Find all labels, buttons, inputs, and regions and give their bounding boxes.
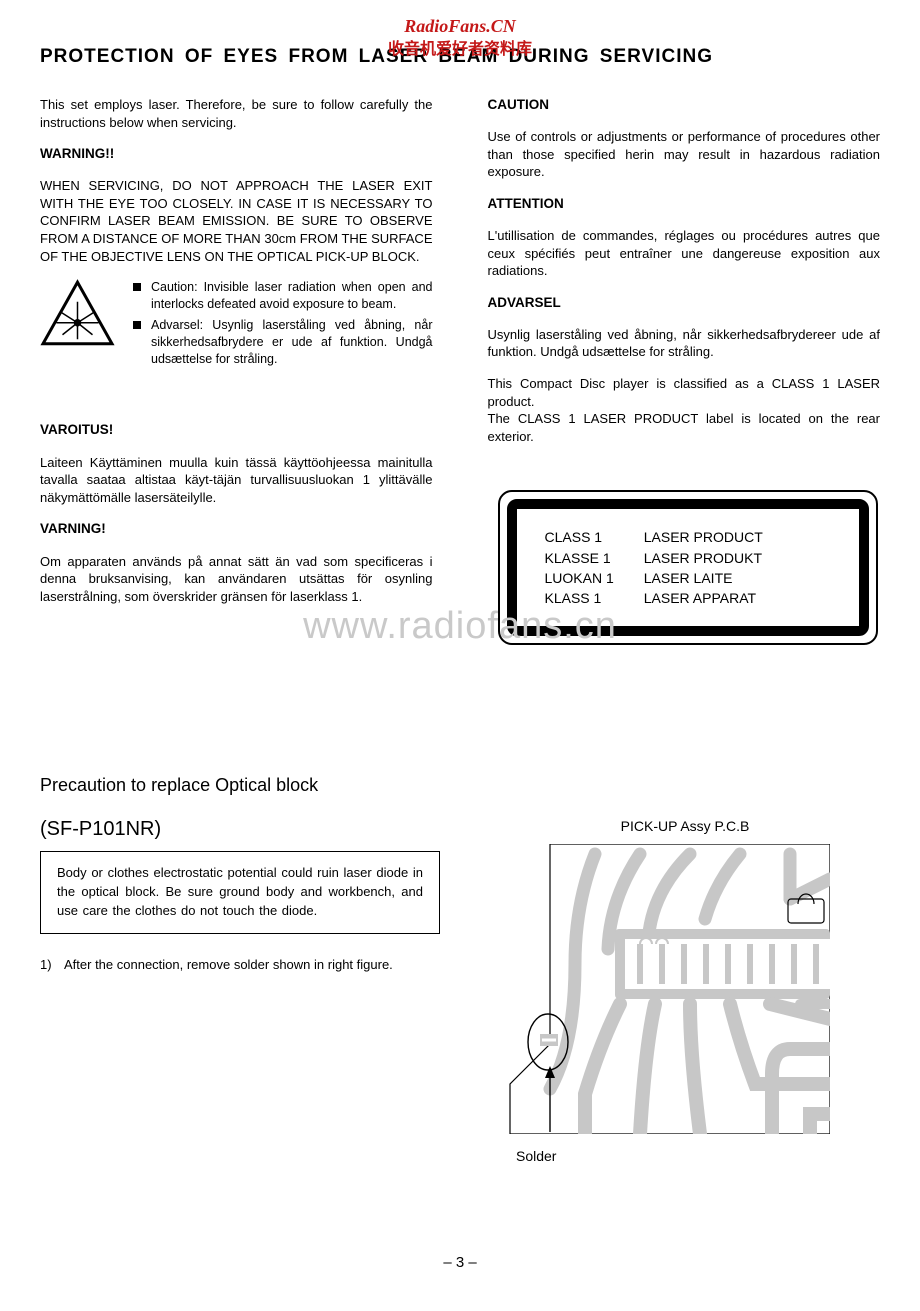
lower-left: (SF-P101NR) Body or clothes electrostati…: [40, 818, 440, 974]
caution-header: CAUTION: [488, 96, 881, 114]
caution-item-2: Advarsel: Usynlig laserståling ved åbnin…: [151, 317, 433, 368]
laser-class-label: CLASS 1 KLASSE 1 LUOKAN 1 KLASS 1 LASER …: [498, 490, 878, 645]
caution-item-1: Caution: Invisible laser radiation when …: [151, 279, 433, 313]
advarsel-body: Usynlig laserståling ved åbning, når sik…: [488, 326, 881, 361]
caution-body: Use of controls or adjustments or perfor…: [488, 128, 881, 181]
label-col-a: CLASS 1 KLASSE 1 LUOKAN 1 KLASS 1: [545, 527, 614, 608]
varoitus-body: Laiteen Käyttäminen muulla kuin tässä kä…: [40, 454, 433, 507]
precaution-box: Body or clothes electrostatic potential …: [40, 851, 440, 934]
intro-text: This set employs laser. Therefore, be su…: [40, 96, 433, 131]
warning-body: WHEN SERVICING, DO NOT APPROACH THE LASE…: [40, 177, 433, 265]
bullet-icon: [133, 283, 141, 291]
page-title: PROTECTION OF EYES FROM LASER BEAM DURIN…: [40, 46, 880, 68]
varoitus-header: VAROITUS!: [40, 421, 433, 439]
left-column: This set employs laser. Therefore, be su…: [40, 96, 433, 645]
right-column: CAUTION Use of controls or adjustments o…: [488, 96, 881, 645]
warning-header: WARNING!!: [40, 145, 433, 163]
solder-label: Solder: [516, 1148, 880, 1164]
bullet-icon: [133, 321, 141, 329]
varning-header: VARNING!: [40, 520, 433, 538]
label-col-b: LASER PRODUCT LASER PRODUKT LASER LAITE …: [644, 527, 763, 608]
class-info-text: This Compact Disc player is classified a…: [488, 375, 881, 445]
step-text: After the connection, remove solder show…: [64, 956, 393, 974]
advarsel-header: ADVARSEL: [488, 294, 881, 312]
laser-warning-icon: [40, 279, 115, 347]
lower-right: PICK-UP Assy P.C.B: [490, 818, 880, 1164]
attention-header: ATTENTION: [488, 195, 881, 213]
pcb-diagram: [490, 844, 880, 1134]
varning-body: Om apparaten används på annat sätt än va…: [40, 553, 433, 606]
page-number: – 3 –: [40, 1254, 880, 1271]
watermark-line1: RadioFans.CN: [0, 16, 920, 37]
precaution-title: Precaution to replace Optical block: [40, 775, 880, 796]
model-number: (SF-P101NR): [40, 818, 440, 841]
attention-body: L'utillisation de commandes, réglages ou…: [488, 227, 881, 280]
step-number: 1): [40, 956, 58, 974]
pcb-title: PICK-UP Assy P.C.B: [490, 818, 880, 834]
